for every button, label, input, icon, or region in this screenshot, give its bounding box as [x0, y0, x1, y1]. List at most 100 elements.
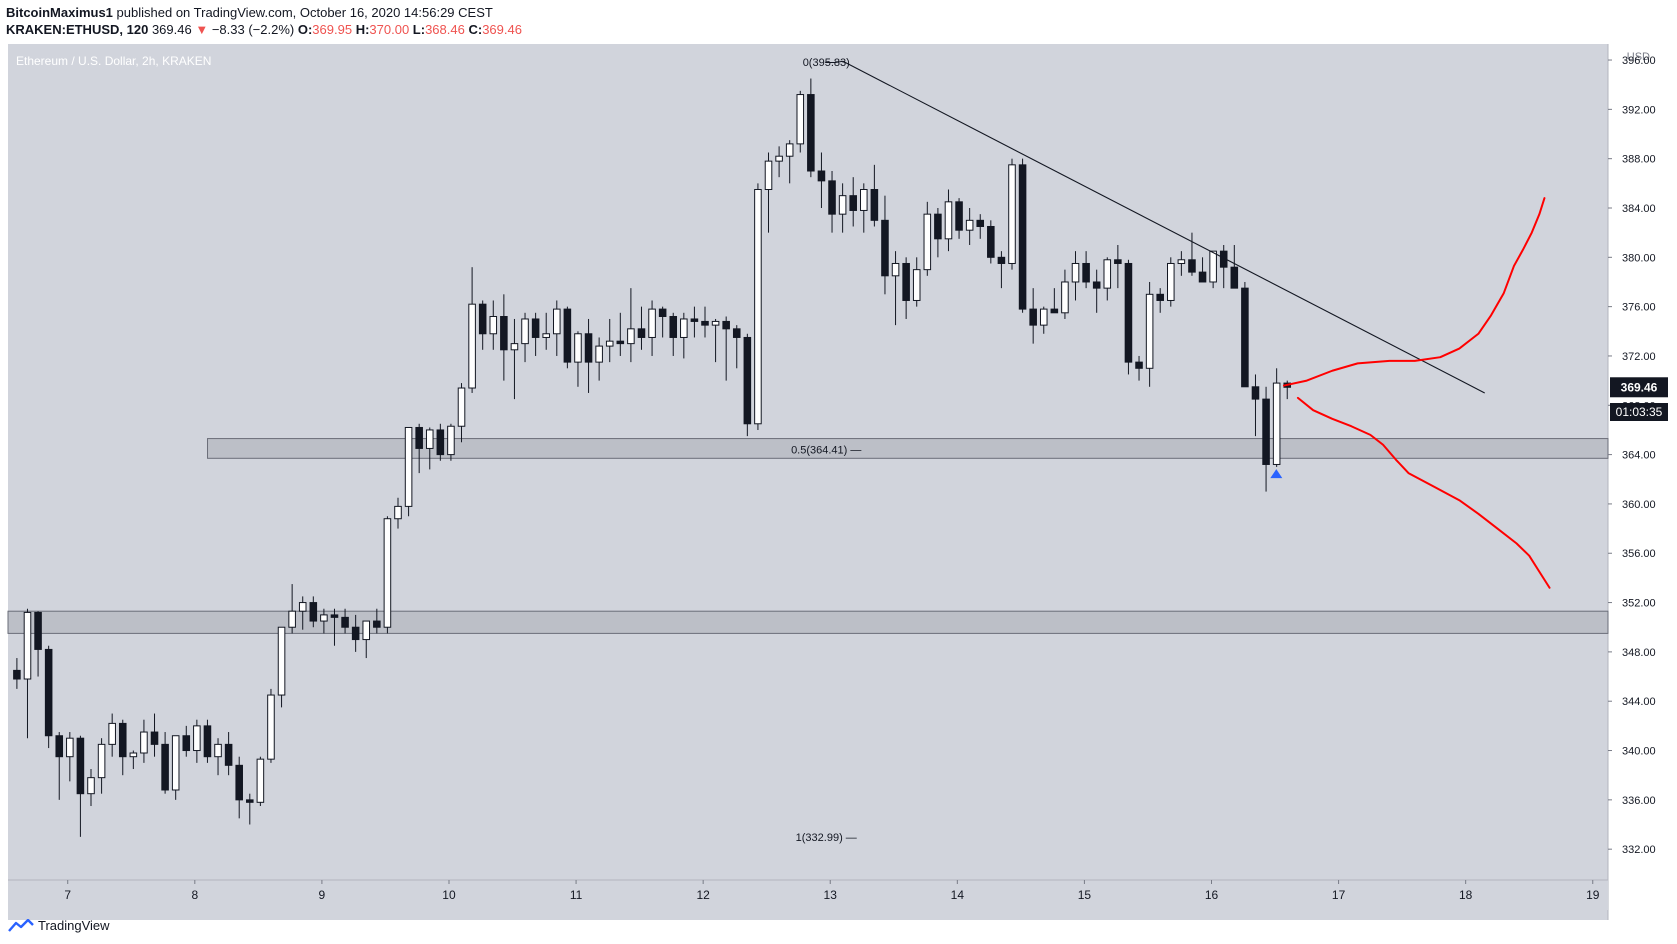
candle-down	[817, 170, 826, 182]
candle-up	[383, 518, 392, 628]
x-tick-label: 18	[1459, 888, 1473, 902]
candle-down	[1251, 386, 1260, 400]
candle-down	[44, 648, 53, 737]
plot-area[interactable]	[8, 44, 1608, 920]
y-tick-label: 388.00	[1622, 154, 1656, 166]
close-value: 369.46	[482, 22, 522, 37]
candle-down	[902, 262, 910, 301]
x-tick-label: 15	[1078, 888, 1092, 902]
candle-down	[732, 328, 741, 338]
countdown-text: 01:03:35	[1616, 405, 1663, 419]
candle-up	[1209, 250, 1217, 283]
candle-up	[1167, 262, 1175, 301]
candle-down	[1018, 164, 1027, 310]
candle-up	[1071, 262, 1080, 283]
author-name[interactable]: BitcoinMaximus1	[6, 5, 113, 20]
candle-up	[595, 345, 603, 363]
currency-label: USD	[1627, 51, 1650, 63]
candle-up	[1103, 259, 1112, 289]
x-tick-label: 12	[696, 888, 710, 902]
candle-down	[743, 336, 752, 425]
y-tick-label: 344.00	[1622, 696, 1656, 708]
tradingview-logo-icon	[8, 918, 34, 932]
footer-brand[interactable]: TradingView	[8, 918, 110, 933]
candle-up	[298, 602, 307, 612]
y-tick-label: 352.00	[1622, 598, 1656, 610]
candle-down	[150, 731, 159, 745]
candle-down	[828, 180, 836, 215]
candle-down	[415, 426, 423, 449]
y-tick-label: 392.00	[1622, 104, 1656, 116]
candle-up	[214, 743, 222, 758]
candle-up	[1272, 382, 1281, 465]
candle-up	[764, 160, 773, 190]
candle-up	[394, 505, 402, 520]
candle-down	[701, 320, 709, 326]
candle-down	[1230, 266, 1239, 289]
candle-up	[912, 269, 921, 301]
x-tick-label: 16	[1205, 888, 1219, 902]
y-tick-label: 360.00	[1622, 499, 1656, 511]
candle-up	[711, 320, 720, 326]
low-value: 368.46	[425, 22, 465, 37]
y-tick-label: 364.00	[1622, 450, 1656, 462]
candle-up	[489, 316, 498, 335]
candle-up	[277, 626, 286, 696]
price-axis[interactable]	[1608, 44, 1673, 920]
candle-down	[309, 602, 318, 622]
candle-down	[1050, 308, 1059, 314]
candle-down	[584, 333, 593, 363]
fib-label-2: 1(332.99) —	[796, 832, 857, 844]
candle-down	[1241, 287, 1249, 388]
candle-up	[754, 188, 762, 425]
candle-down	[1188, 259, 1196, 273]
candle-up	[447, 425, 455, 456]
y-tick-label: 372.00	[1622, 351, 1656, 363]
candle-up	[108, 722, 116, 745]
candle-down	[161, 743, 169, 791]
buy-signal-marker	[1270, 469, 1283, 479]
candle-up	[425, 429, 434, 449]
candle-up	[1039, 308, 1048, 326]
candle-up	[1061, 281, 1069, 314]
candle-up	[256, 758, 265, 803]
x-tick-label: 7	[64, 888, 71, 902]
candle-up	[627, 328, 635, 345]
candle-down	[1029, 308, 1037, 326]
candle-up	[457, 387, 466, 427]
candle-down	[76, 737, 85, 795]
ohlc-line: KRAKEN:ETHUSD, 120 369.46 ▼ −8.33 (−2.2%…	[6, 21, 522, 38]
last-price: 369.46	[151, 22, 192, 37]
y-tick-label: 348.00	[1622, 647, 1656, 659]
candle-down	[722, 320, 730, 330]
candle-down	[658, 308, 667, 318]
candle-up	[680, 318, 688, 338]
candle-up	[404, 426, 413, 507]
candle-up	[267, 694, 275, 760]
candle-down	[934, 213, 942, 240]
candle-up	[23, 611, 32, 680]
candle-down	[34, 611, 42, 650]
candle-up	[553, 308, 561, 335]
last-price-badge	[1610, 377, 1668, 398]
candle-down	[637, 328, 646, 338]
candle-down	[373, 620, 381, 628]
countdown-badge	[1610, 403, 1668, 421]
close-label: C:	[468, 22, 483, 37]
candle-up	[87, 777, 95, 795]
high-label: H:	[355, 22, 370, 37]
time-axis[interactable]	[8, 880, 1608, 910]
candle-up	[1008, 164, 1016, 264]
y-tick-label: 336.00	[1622, 795, 1656, 807]
candle-down	[881, 219, 889, 277]
candle-down	[330, 614, 339, 618]
candle-down	[997, 256, 1006, 264]
candle-down	[955, 201, 963, 231]
support-zone-0	[207, 438, 1609, 459]
footer-brand-text: TradingView	[38, 918, 110, 933]
x-tick-label: 9	[319, 888, 326, 902]
candle-down	[351, 626, 360, 641]
candle-down	[563, 308, 572, 363]
fib-label-1: 0.5(364.41) —	[791, 445, 861, 457]
